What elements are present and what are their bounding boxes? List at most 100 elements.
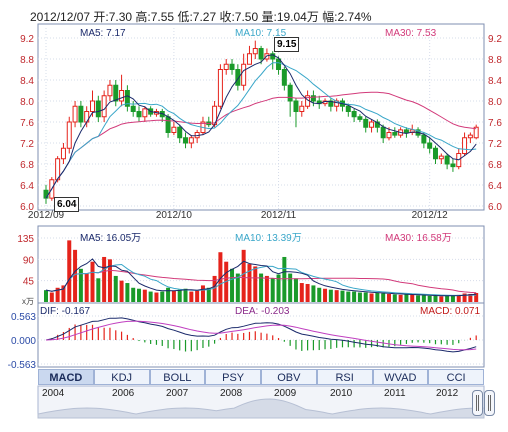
volume-bar [259, 273, 264, 302]
tab-boll[interactable]: BOLL [149, 369, 206, 385]
timeline-year: 2012 [436, 388, 459, 399]
timeline-year: 2010 [330, 388, 353, 399]
volume-bar [230, 268, 235, 302]
range-handle-right[interactable] [484, 390, 495, 416]
candle-body [136, 111, 142, 118]
candle-body [177, 126, 183, 139]
vol-ma10-label: MA10: 13.39万 [235, 233, 302, 244]
price-tick-right: 6.8 [488, 160, 502, 171]
volume-bar [90, 261, 95, 302]
tab-obv[interactable]: OBV [261, 369, 317, 385]
tab-cci[interactable]: CCI [428, 369, 484, 385]
range-handle-left[interactable] [472, 390, 483, 416]
volume-bar [247, 264, 252, 302]
timeline-year: 2009 [274, 388, 297, 399]
price-tick-left: 9.2 [20, 34, 34, 45]
candle-body [235, 69, 241, 86]
candle-body [165, 116, 171, 133]
volume-bar [456, 294, 461, 302]
price-tick-right: 8.0 [488, 97, 502, 108]
volume-bar [328, 289, 333, 302]
candle-body [124, 90, 130, 107]
candle-body [276, 58, 282, 70]
price-tick-right: 7.6 [488, 118, 502, 129]
price-tick-right: 6.4 [488, 181, 502, 192]
price-tick-right: 8.8 [488, 55, 502, 66]
candle-body [60, 147, 66, 160]
timeline-year: 2004 [42, 388, 65, 399]
dea-label: DEA: -0.203 [235, 306, 290, 317]
volume-bar [276, 274, 281, 302]
volume-bar [102, 256, 107, 302]
volume-bar [369, 293, 374, 302]
volume-bar [474, 292, 479, 302]
date-tick: 2012/12 [412, 210, 449, 221]
candle-body [444, 155, 450, 165]
vol-ma30-line [45, 269, 477, 294]
volume-bar [282, 256, 287, 302]
tab-wvad[interactable]: WVAD [372, 369, 429, 385]
volume-bar [346, 291, 351, 302]
timeline-sparkline [37, 398, 485, 419]
price-tick-left: 7.6 [20, 118, 34, 129]
volume-bar [107, 259, 112, 302]
volume-bar [445, 295, 450, 302]
timeline-year: 2007 [166, 388, 189, 399]
volume-bar [137, 288, 142, 302]
volume-bar [305, 283, 310, 302]
volume-bar [125, 283, 130, 302]
candle-body [43, 189, 49, 199]
date-tick: 2012/10 [156, 210, 193, 221]
candle-body [252, 48, 258, 55]
candle-body [217, 69, 223, 107]
volume-bar [67, 240, 72, 302]
volume-tick: 135 [17, 234, 34, 245]
volume-bar [61, 285, 66, 302]
candle-body [95, 100, 101, 118]
volume-bar [421, 295, 426, 302]
candle-body [363, 118, 369, 128]
volume-bar [357, 292, 362, 302]
candle-body [119, 90, 125, 102]
volume-bar [55, 287, 60, 302]
volume-bar [218, 252, 223, 302]
candle-body [310, 95, 316, 102]
volume-bar [352, 291, 357, 302]
candle-body [351, 111, 357, 118]
ma10-line [45, 62, 477, 199]
price-tick-left: 6.0 [20, 202, 34, 213]
tab-kdj[interactable]: KDJ [93, 369, 150, 385]
candle-body [438, 155, 444, 160]
candle-body [142, 108, 148, 118]
volume-bar [96, 278, 101, 302]
volume-bar [212, 275, 217, 302]
volume-bar [323, 288, 328, 302]
volume-unit: x万 [22, 297, 34, 306]
date-tick: 2012/11 [261, 210, 297, 221]
volume-bar [171, 290, 176, 302]
volume-bar [468, 293, 473, 302]
volume-bar [334, 290, 339, 302]
candle-body [258, 48, 264, 60]
volume-tick: 45 [23, 277, 35, 288]
volume-bar [416, 295, 421, 302]
volume-bar [340, 290, 345, 302]
price-tick-left: 6.4 [20, 181, 34, 192]
tab-macd[interactable]: MACD [38, 369, 94, 385]
candle-body [90, 100, 96, 112]
volume-bar [235, 273, 240, 302]
volume-bar [166, 287, 171, 302]
macd-tick: -0.563 [8, 360, 37, 371]
dea-line [45, 320, 477, 351]
tab-psy[interactable]: PSY [205, 369, 261, 385]
candle-body [293, 100, 299, 112]
tab-rsi[interactable]: RSI [316, 369, 373, 385]
volume-bar [177, 289, 182, 302]
candle-body [107, 84, 113, 97]
volume-bar [392, 294, 397, 302]
volume-bar [299, 283, 304, 302]
volume-bar [439, 296, 444, 302]
volume-bar [49, 292, 54, 302]
volume-bar [375, 292, 380, 302]
